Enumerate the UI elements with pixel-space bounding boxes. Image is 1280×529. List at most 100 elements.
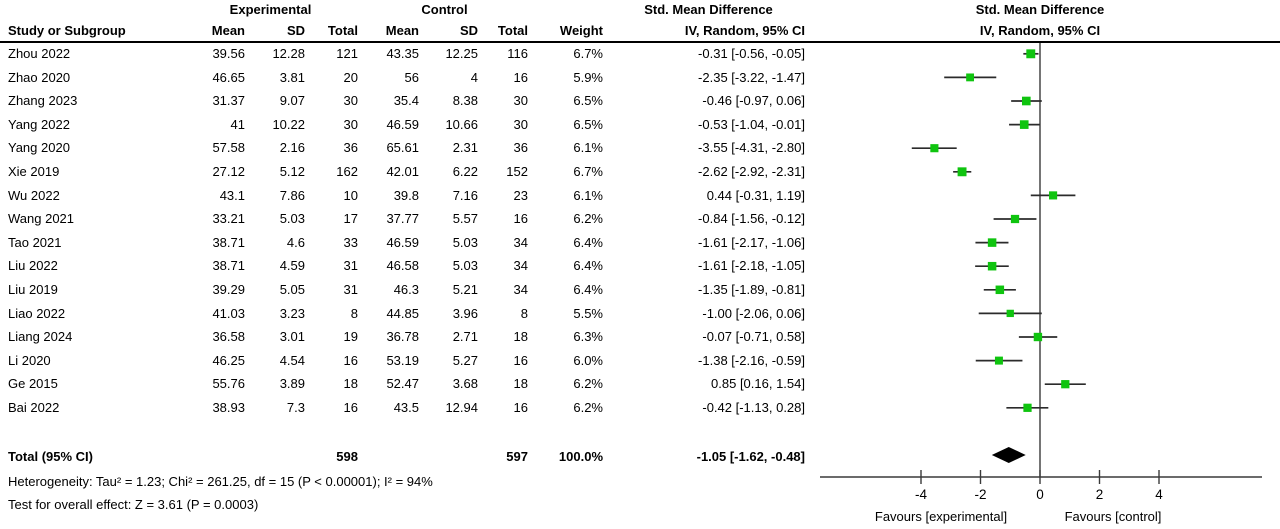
table-row-ci_label: 0.85 [0.16, 1.54] <box>711 376 805 392</box>
table-row-ci_label: -0.31 [-0.56, -0.05] <box>698 46 805 61</box>
table-row-sd_e: 3.89 <box>279 376 305 392</box>
table-row-name: Bai 2022 <box>8 400 60 415</box>
column-header-weight: Weight <box>559 23 603 38</box>
table-row-n_e: 10 <box>343 187 358 203</box>
table-row-n_c: 152 <box>506 164 528 179</box>
study-marker <box>930 144 939 153</box>
table-row-n_c: 34 <box>513 282 528 297</box>
column-group-smd-text: Std. Mean Difference <box>644 2 773 17</box>
column-header-mean-exp: Mean <box>211 23 245 38</box>
table-row-name: Yang 2020 <box>8 140 70 156</box>
study-marker <box>1021 96 1031 106</box>
table-row-name: Xie 2019 <box>8 164 60 179</box>
table-row-mean_e: 43.1 <box>219 187 245 203</box>
table-row-n_e: 36 <box>343 140 358 156</box>
table-row-sd_c: 12.94 <box>445 400 478 415</box>
table-row-mean_c: 43.5 <box>393 400 419 415</box>
axis-tick-label: 2 <box>1096 487 1104 502</box>
table-row-weight: 6.1% <box>573 187 603 203</box>
study-marker <box>957 167 967 177</box>
table-row-weight: 6.2% <box>573 376 603 392</box>
column-header-mean-ctl: Mean <box>385 23 419 38</box>
table-row-sd_c: 3.96 <box>452 305 478 321</box>
table-row-sd_e: 4.6 <box>286 234 305 250</box>
table-row-sd_e: 10.22 <box>272 116 305 132</box>
table-row-n_e: 162 <box>336 164 358 179</box>
table-row-mean_e: 55.76 <box>212 376 245 392</box>
table-row-ci_label: -0.46 [-0.97, 0.06] <box>702 93 805 109</box>
table-row-name: Liu 2019 <box>8 282 58 297</box>
total-row-n_e: 598 <box>336 449 358 464</box>
table-row-n_e: 16 <box>343 400 358 415</box>
table-row-weight: 5.9% <box>573 69 603 85</box>
table-row-mean_e: 39.29 <box>212 282 245 297</box>
table-row-sd_c: 12.25 <box>445 46 478 61</box>
table-row-weight: 6.0% <box>573 352 603 368</box>
table-row-n_c: 34 <box>513 258 528 274</box>
table-row-n_c: 30 <box>513 116 528 132</box>
table-row-weight: 6.2% <box>573 400 603 415</box>
table-row-name: Zhao 2020 <box>8 69 71 85</box>
table-row-sd_c: 5.03 <box>452 258 478 274</box>
study-marker <box>1019 120 1029 129</box>
favours-experimental-label: Favours [experimental] <box>874 509 1008 524</box>
table-row-sd_c: 6.22 <box>452 164 478 179</box>
study-marker <box>1033 332 1043 342</box>
header-rule <box>0 41 1280 43</box>
table-row-mean_c: 46.59 <box>386 234 419 250</box>
table-row-mean_c: 46.58 <box>386 258 419 274</box>
table-row-sd_e: 9.07 <box>279 93 305 109</box>
table-row-weight: 6.3% <box>573 329 603 345</box>
table-row-ci_label: -1.61 [-2.18, -1.05] <box>698 258 805 274</box>
table-row-n_c: 116 <box>507 46 528 61</box>
table-row-sd_e: 3.23 <box>279 305 305 321</box>
table-row-n_e: 17 <box>343 211 358 227</box>
table-row-sd_e: 2.16 <box>279 140 305 156</box>
table-row-n_c: 18 <box>513 376 528 392</box>
table-row-mean_c: 52.47 <box>386 376 419 392</box>
table-row-ci_label: 0.44 [-0.31, 1.19] <box>706 187 805 203</box>
table-row-n_c: 23 <box>513 187 528 203</box>
table-row-n_c: 8 <box>520 305 528 321</box>
table-row-ci_label: -1.61 [-2.17, -1.06] <box>698 234 805 250</box>
total-row-weight: 100.0% <box>558 449 603 464</box>
study-marker <box>987 261 997 271</box>
table-row-sd_c: 4 <box>470 69 478 85</box>
table-row-weight: 6.5% <box>573 93 603 109</box>
table-row-sd_c: 10.66 <box>445 116 478 132</box>
table-row-n_e: 8 <box>350 305 358 321</box>
table-row-weight: 6.4% <box>573 234 603 250</box>
table-row-mean_c: 39.8 <box>393 187 419 203</box>
table-row-sd_c: 2.71 <box>452 329 478 345</box>
heterogeneity-text: Heterogeneity: Tau² = 1.23; Chi² = 261.2… <box>8 474 433 489</box>
table-row-n_c: 34 <box>513 234 528 250</box>
table-row-sd_e: 3.01 <box>279 329 305 345</box>
table-row-weight: 6.4% <box>573 282 603 297</box>
table-row-mean_c: 46.3 <box>393 282 419 297</box>
total-row-ci_label: -1.05 [-1.62, -0.48] <box>696 449 805 464</box>
table-row-mean_e: 38.93 <box>212 400 245 415</box>
table-row-ci_label: -2.35 [-3.22, -1.47] <box>698 69 805 85</box>
table-row-mean_c: 35.4 <box>393 93 419 109</box>
axis-tick-label: 4 <box>1155 487 1163 502</box>
axis-tick-label: -2 <box>974 487 986 502</box>
table-row-name: Tao 2021 <box>8 234 62 250</box>
table-row-sd_e: 7.86 <box>279 187 305 203</box>
favours-control-label: Favours [control] <box>1064 509 1162 524</box>
total-row-name: Total (95% CI) <box>8 449 93 464</box>
column-header-total-exp: Total <box>327 23 358 38</box>
table-row-n_e: 18 <box>343 376 358 392</box>
table-row-n_c: 30 <box>513 93 528 109</box>
table-row-weight: 6.7% <box>573 164 603 179</box>
column-group-control: Control <box>421 2 468 17</box>
table-row-sd_c: 5.03 <box>452 234 478 250</box>
table-row-mean_e: 57.58 <box>212 140 245 156</box>
table-row-sd_e: 12.28 <box>272 46 305 61</box>
total-diamond <box>991 447 1026 463</box>
table-row-n_c: 18 <box>513 329 528 345</box>
table-row-n_c: 16 <box>513 352 528 368</box>
column-header-study: Study or Subgroup <box>8 23 126 38</box>
table-row-ci_label: -2.62 [-2.92, -2.31] <box>698 164 805 179</box>
